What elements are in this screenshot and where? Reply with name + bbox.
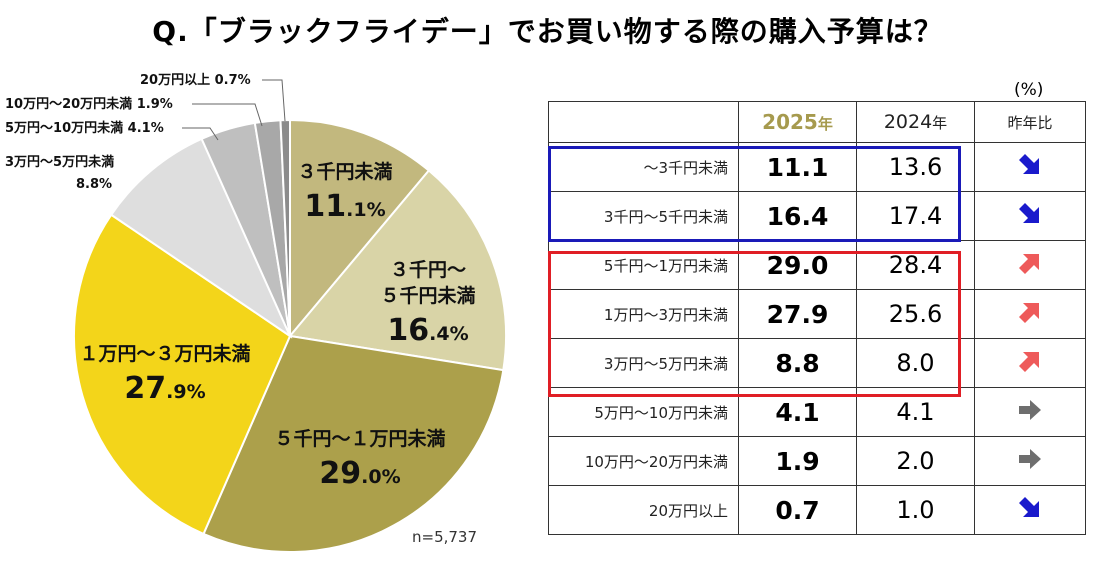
- pie-slice-value: 16.4%: [387, 313, 468, 348]
- pie-slice-label: ３千円～ ５千円未満 16.4%: [380, 259, 475, 348]
- pie-slice: [202, 334, 505, 553]
- table-row: ～3千円未満 11.1 13.6: [548, 142, 1086, 192]
- value-2025: 29.0: [738, 240, 857, 290]
- header-2025-suffix: 年: [817, 115, 833, 133]
- value-2024: 2.0: [856, 436, 975, 486]
- right-arrow-icon: [974, 387, 1086, 437]
- table-row: 5千円～1万円未満 29.0 28.4: [548, 240, 1086, 290]
- up-arrow-icon: [974, 289, 1086, 339]
- header-2024-suffix: 年: [932, 114, 948, 132]
- table-header-row: 2025年 2024年 昨年比: [548, 101, 1086, 143]
- up-arrow-icon: [974, 338, 1086, 388]
- value-2024: 25.6: [856, 289, 975, 339]
- pie-outside-label: 8.8%: [76, 177, 112, 192]
- unit-label: (%): [1014, 80, 1044, 100]
- down-arrow-icon: [974, 142, 1086, 192]
- comparison-table: 2025年 2024年 昨年比 ～3千円未満 11.1 13.6 3千円～5千円未満 1…: [548, 101, 1086, 535]
- table-row: 3千円～5千円未満 16.4 17.4: [548, 191, 1086, 241]
- value-2024: 13.6: [856, 142, 975, 192]
- pie-outside-label: 3万円～5万円未満: [5, 154, 114, 170]
- table-row: 10万円～20万円未満 1.9 2.0: [548, 436, 1086, 486]
- row-label: 20万円以上: [548, 485, 739, 535]
- value-2025: 11.1: [738, 142, 857, 192]
- header-2024: 2024年: [856, 101, 975, 143]
- value-2024: 8.0: [856, 338, 975, 388]
- pie-slice-value: 29.0%: [319, 456, 400, 491]
- row-label: 1万円～3万円未満: [548, 289, 739, 339]
- pie-outside-label: 5万円～10万円未満 4.1%: [5, 120, 164, 136]
- header-yoy-label: 昨年比: [1007, 114, 1053, 132]
- pie-slice-label: ３千円未満 11.1%: [297, 160, 392, 224]
- header-2025-year: 2025: [762, 110, 818, 134]
- pie-slice-value: 27.9%: [124, 371, 205, 406]
- table-row: 5万円～10万円未満 4.1 4.1: [548, 387, 1086, 437]
- table-row: 3万円～5万円未満 8.8 8.0: [548, 338, 1086, 388]
- header-2024-year: 2024: [883, 111, 933, 133]
- value-2024: 17.4: [856, 191, 975, 241]
- value-2025: 16.4: [738, 191, 857, 241]
- down-arrow-icon: [974, 191, 1086, 241]
- value-2024: 4.1: [856, 387, 975, 437]
- pie-slice: [109, 137, 293, 339]
- svg-text:３千円～: ３千円～: [390, 259, 466, 281]
- table-row: 20万円以上 0.7 1.0: [548, 485, 1086, 535]
- right-arrow-icon: [974, 436, 1086, 486]
- leader-line: [192, 103, 263, 127]
- svg-text:５千円未満: ５千円未満: [380, 284, 475, 307]
- header-yoy: 昨年比: [974, 101, 1086, 143]
- pie-outside-label: 20万円以上 0.7%: [140, 73, 251, 88]
- pie-slice-value: 11.1%: [304, 189, 385, 224]
- table-row: 1万円～3万円未満 27.9 25.6: [548, 289, 1086, 339]
- pie-slice: [289, 118, 431, 339]
- value-2025: 0.7: [738, 485, 857, 535]
- pie-outside-label: 10万円～20万円未満 1.9%: [5, 96, 173, 112]
- svg-text:１万円～３万円未満: １万円～３万円未満: [79, 342, 250, 365]
- value-2025: 8.8: [738, 338, 857, 388]
- row-label: 5千円～1万円未満: [548, 240, 739, 290]
- sample-size-label: n=5,737: [412, 528, 478, 546]
- row-label: 10万円～20万円未満: [548, 436, 739, 486]
- row-label: 3千円～5千円未満: [548, 191, 739, 241]
- row-label: ～3千円未満: [548, 142, 739, 192]
- leader-line: [182, 127, 219, 141]
- value-2025: 27.9: [738, 289, 857, 339]
- row-label: 3万円～5万円未満: [548, 338, 739, 388]
- svg-text:５千円～１万円未満: ５千円～１万円未満: [274, 427, 445, 450]
- up-arrow-icon: [974, 240, 1086, 290]
- pie-slice-label: ５千円～１万円未満 29.0%: [274, 427, 445, 491]
- chart-title: Q.「ブラックフライデー」でお買い物する際の購入予算は？: [152, 15, 943, 48]
- svg-text:３千円未満: ３千円未満: [297, 160, 392, 183]
- value-2025: 1.9: [738, 436, 857, 486]
- value-2025: 4.1: [738, 387, 857, 437]
- value-2024: 1.0: [856, 485, 975, 535]
- value-2024: 28.4: [856, 240, 975, 290]
- pie-chart: ３千円未満 11.1% ３千円～ ５千円未満 16.4% ５千円～１万円未満 29.0% １万…: [5, 73, 507, 553]
- pie-slice: [288, 169, 507, 372]
- row-label: 5万円～10万円未満: [548, 387, 739, 437]
- down-arrow-icon: [974, 485, 1086, 535]
- header-2025: 2025年: [738, 101, 857, 143]
- leader-line: [262, 79, 286, 122]
- pie-slice-label: １万円～３万円未満 27.9%: [79, 342, 250, 406]
- header-label-cell: [548, 101, 739, 143]
- pie-slice: [73, 213, 292, 536]
